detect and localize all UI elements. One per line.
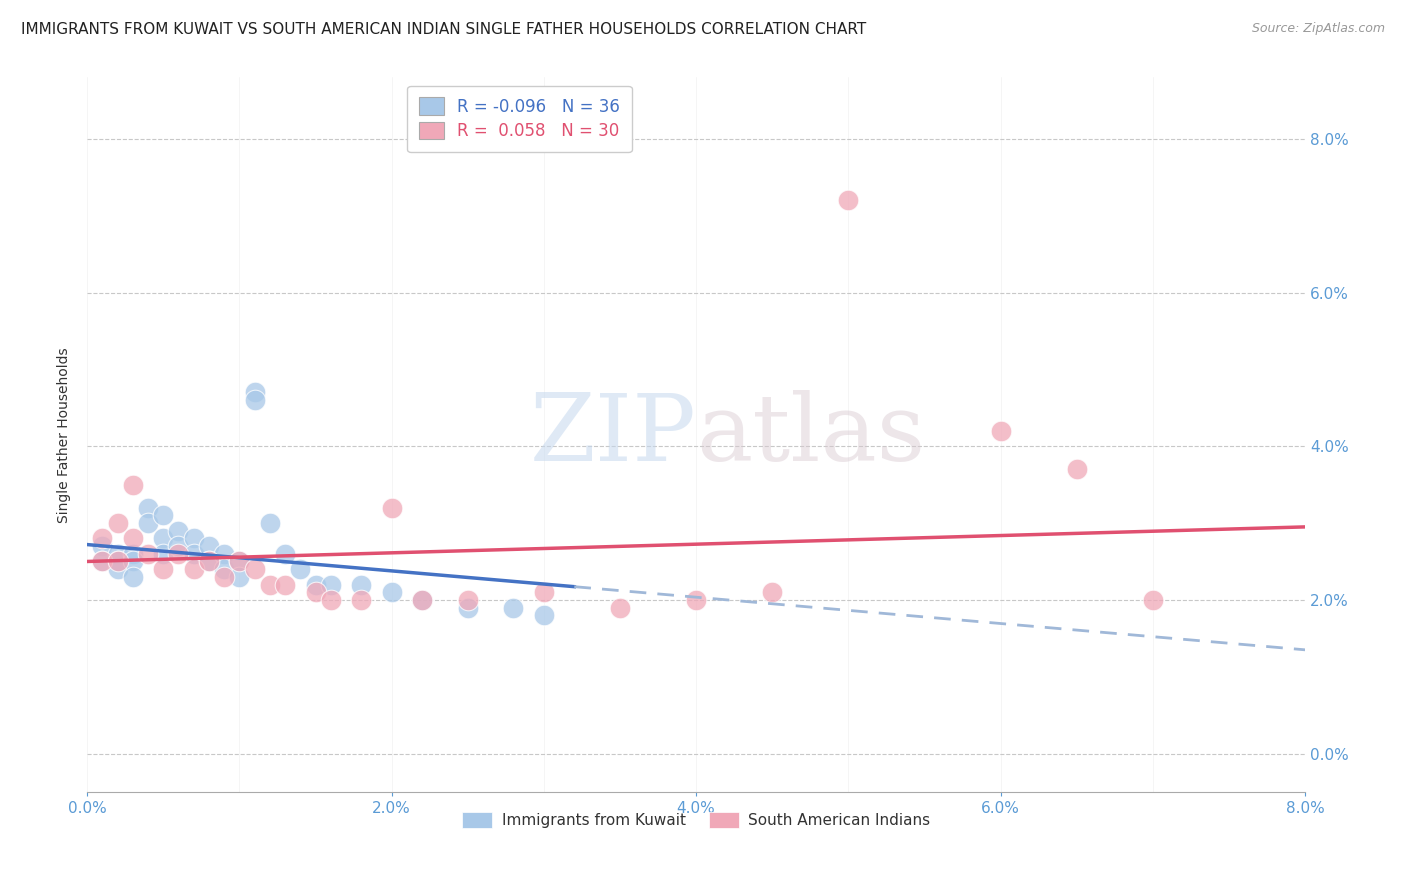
Point	[502, 600, 524, 615]
Point	[304, 577, 326, 591]
Point	[198, 554, 221, 568]
Point	[381, 585, 404, 599]
Point	[990, 424, 1012, 438]
Point	[152, 532, 174, 546]
Point	[533, 608, 555, 623]
Point	[91, 532, 114, 546]
Point	[837, 194, 859, 208]
Point	[411, 593, 433, 607]
Point	[1066, 462, 1088, 476]
Point	[350, 593, 373, 607]
Point	[152, 547, 174, 561]
Point	[228, 570, 250, 584]
Point	[533, 585, 555, 599]
Point	[136, 516, 159, 530]
Point	[183, 562, 205, 576]
Point	[1142, 593, 1164, 607]
Point	[243, 385, 266, 400]
Point	[350, 577, 373, 591]
Point	[91, 554, 114, 568]
Point	[685, 593, 707, 607]
Y-axis label: Single Father Households: Single Father Households	[58, 347, 72, 523]
Point	[761, 585, 783, 599]
Point	[136, 547, 159, 561]
Legend: Immigrants from Kuwait, South American Indians: Immigrants from Kuwait, South American I…	[456, 806, 936, 834]
Point	[136, 500, 159, 515]
Point	[107, 554, 129, 568]
Point	[259, 577, 281, 591]
Point	[121, 477, 143, 491]
Point	[121, 570, 143, 584]
Point	[183, 532, 205, 546]
Point	[167, 547, 190, 561]
Point	[274, 547, 297, 561]
Text: IMMIGRANTS FROM KUWAIT VS SOUTH AMERICAN INDIAN SINGLE FATHER HOUSEHOLDS CORRELA: IMMIGRANTS FROM KUWAIT VS SOUTH AMERICAN…	[21, 22, 866, 37]
Point	[107, 554, 129, 568]
Point	[152, 562, 174, 576]
Point	[228, 554, 250, 568]
Point	[121, 554, 143, 568]
Point	[167, 524, 190, 538]
Point	[457, 600, 479, 615]
Point	[609, 600, 631, 615]
Point	[121, 547, 143, 561]
Point	[319, 577, 342, 591]
Point	[107, 547, 129, 561]
Point	[212, 570, 235, 584]
Point	[167, 539, 190, 553]
Point	[274, 577, 297, 591]
Point	[91, 554, 114, 568]
Point	[107, 516, 129, 530]
Point	[198, 539, 221, 553]
Point	[183, 547, 205, 561]
Point	[290, 562, 312, 576]
Text: Source: ZipAtlas.com: Source: ZipAtlas.com	[1251, 22, 1385, 36]
Point	[198, 554, 221, 568]
Point	[228, 554, 250, 568]
Point	[411, 593, 433, 607]
Point	[259, 516, 281, 530]
Text: ZIP: ZIP	[530, 390, 696, 480]
Point	[212, 562, 235, 576]
Text: atlas: atlas	[696, 390, 925, 480]
Point	[91, 539, 114, 553]
Point	[457, 593, 479, 607]
Point	[319, 593, 342, 607]
Point	[304, 585, 326, 599]
Point	[243, 393, 266, 408]
Point	[107, 562, 129, 576]
Point	[152, 508, 174, 523]
Point	[243, 562, 266, 576]
Point	[381, 500, 404, 515]
Point	[212, 547, 235, 561]
Point	[121, 532, 143, 546]
